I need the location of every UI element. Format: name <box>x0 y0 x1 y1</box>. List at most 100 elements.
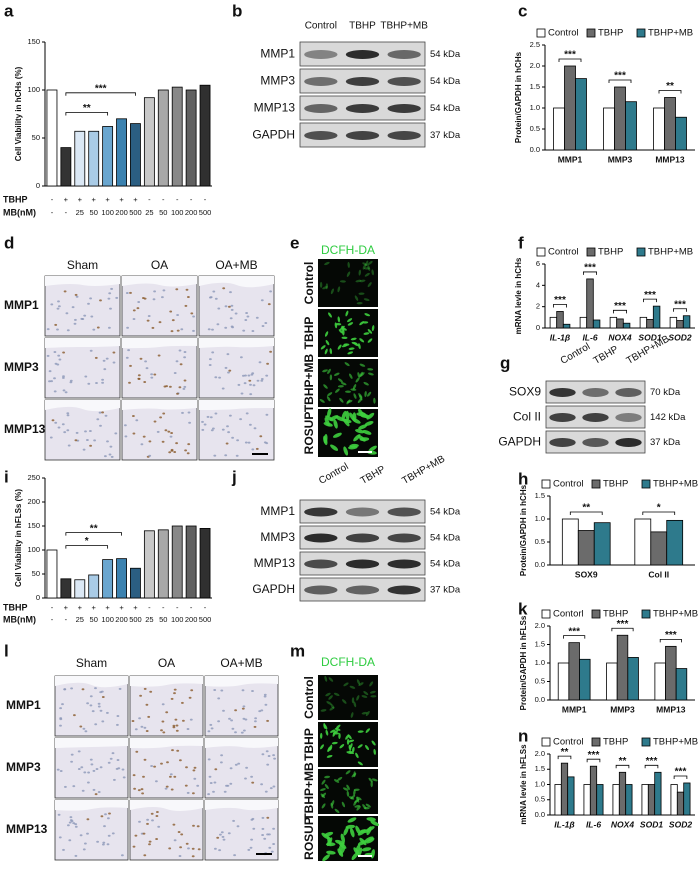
cell <box>212 427 215 430</box>
y-tick-label: 50 <box>32 569 40 578</box>
cell <box>269 787 273 790</box>
cell <box>264 790 268 793</box>
significance-label: ** <box>666 81 674 92</box>
row-value: - <box>190 195 193 204</box>
cell <box>173 839 177 842</box>
x-tick-label: MMP1 <box>558 154 583 164</box>
cell <box>367 338 373 343</box>
legend-label: TBHP+MB <box>648 28 693 39</box>
bar <box>185 525 197 599</box>
cell <box>94 687 97 690</box>
cell <box>371 325 375 332</box>
row-value: 200 <box>115 615 128 624</box>
cell <box>86 439 89 441</box>
cell <box>225 442 229 445</box>
row-label: TBHP <box>302 728 316 761</box>
blot-band <box>615 438 642 447</box>
significance-label: ** <box>561 747 569 758</box>
cell <box>250 838 254 841</box>
cell <box>155 815 159 817</box>
cell <box>321 803 326 809</box>
cell <box>218 376 222 379</box>
row-value: + <box>105 603 110 612</box>
row-value: - <box>51 615 54 624</box>
cell <box>266 719 269 722</box>
cell <box>182 719 185 722</box>
cell <box>272 827 275 830</box>
x-tick-label: Col II <box>648 569 669 579</box>
cell <box>324 831 334 837</box>
tissue-surface <box>122 400 197 410</box>
cell <box>161 440 165 443</box>
cell <box>68 821 72 824</box>
fluorescence-image <box>318 259 378 307</box>
row-name: TBHP <box>3 602 28 612</box>
cell <box>209 723 213 726</box>
cell <box>150 765 154 767</box>
significance-label: *** <box>617 619 629 630</box>
row-value: - <box>65 208 68 217</box>
cell <box>172 823 176 826</box>
row-value: - <box>51 195 54 204</box>
cell <box>356 805 361 811</box>
cell <box>87 771 90 774</box>
cell <box>109 757 113 760</box>
y-tick-label: 50 <box>32 133 40 142</box>
significance-bracket <box>65 112 109 116</box>
cell <box>99 709 103 712</box>
cell <box>184 304 188 307</box>
bar <box>612 784 620 816</box>
row-label: MMP1 <box>6 698 41 712</box>
cell <box>92 769 96 772</box>
cell <box>99 424 102 427</box>
cell <box>67 824 70 827</box>
cell <box>353 847 360 856</box>
cell <box>73 714 76 717</box>
row-label: GAPDH <box>498 435 541 449</box>
bar <box>60 147 72 187</box>
cell <box>323 384 328 389</box>
legend-label: TBHP <box>603 479 628 490</box>
significance-label: *** <box>588 750 600 761</box>
cell <box>325 729 329 736</box>
cell <box>322 854 330 862</box>
bar <box>654 662 666 701</box>
cell <box>338 733 341 739</box>
bar <box>616 634 629 701</box>
cell <box>261 816 265 819</box>
cell <box>359 371 363 378</box>
cell <box>350 794 356 800</box>
cell <box>350 828 355 838</box>
bar <box>583 784 591 816</box>
blot-band <box>387 533 421 543</box>
significance-bracket <box>673 308 687 312</box>
cell <box>268 833 271 836</box>
row-value: - <box>148 603 151 612</box>
y-axis-label: Cell Viability in hCHs (%) <box>14 66 23 161</box>
cell <box>244 319 248 321</box>
cell <box>367 368 374 371</box>
cell <box>356 695 360 701</box>
significance-label: ** <box>619 756 627 767</box>
y-tick-label: 1.0 <box>535 658 545 667</box>
cell <box>347 261 350 268</box>
cell <box>329 706 335 711</box>
blot-band <box>387 104 421 113</box>
cell <box>353 771 356 778</box>
cell <box>325 692 331 697</box>
significance-bracket <box>613 309 627 314</box>
cell <box>77 750 81 753</box>
cell <box>259 435 263 438</box>
cell <box>368 372 374 376</box>
bar <box>88 574 100 599</box>
cell <box>51 419 55 422</box>
significance-label: ** <box>83 103 91 114</box>
cell <box>196 825 200 828</box>
cell <box>175 724 179 727</box>
cell <box>168 847 172 850</box>
y-tick-label: 0.0 <box>535 810 545 819</box>
cell <box>337 848 344 857</box>
blot-band <box>345 585 380 595</box>
cell <box>367 260 373 266</box>
cell <box>143 297 147 300</box>
